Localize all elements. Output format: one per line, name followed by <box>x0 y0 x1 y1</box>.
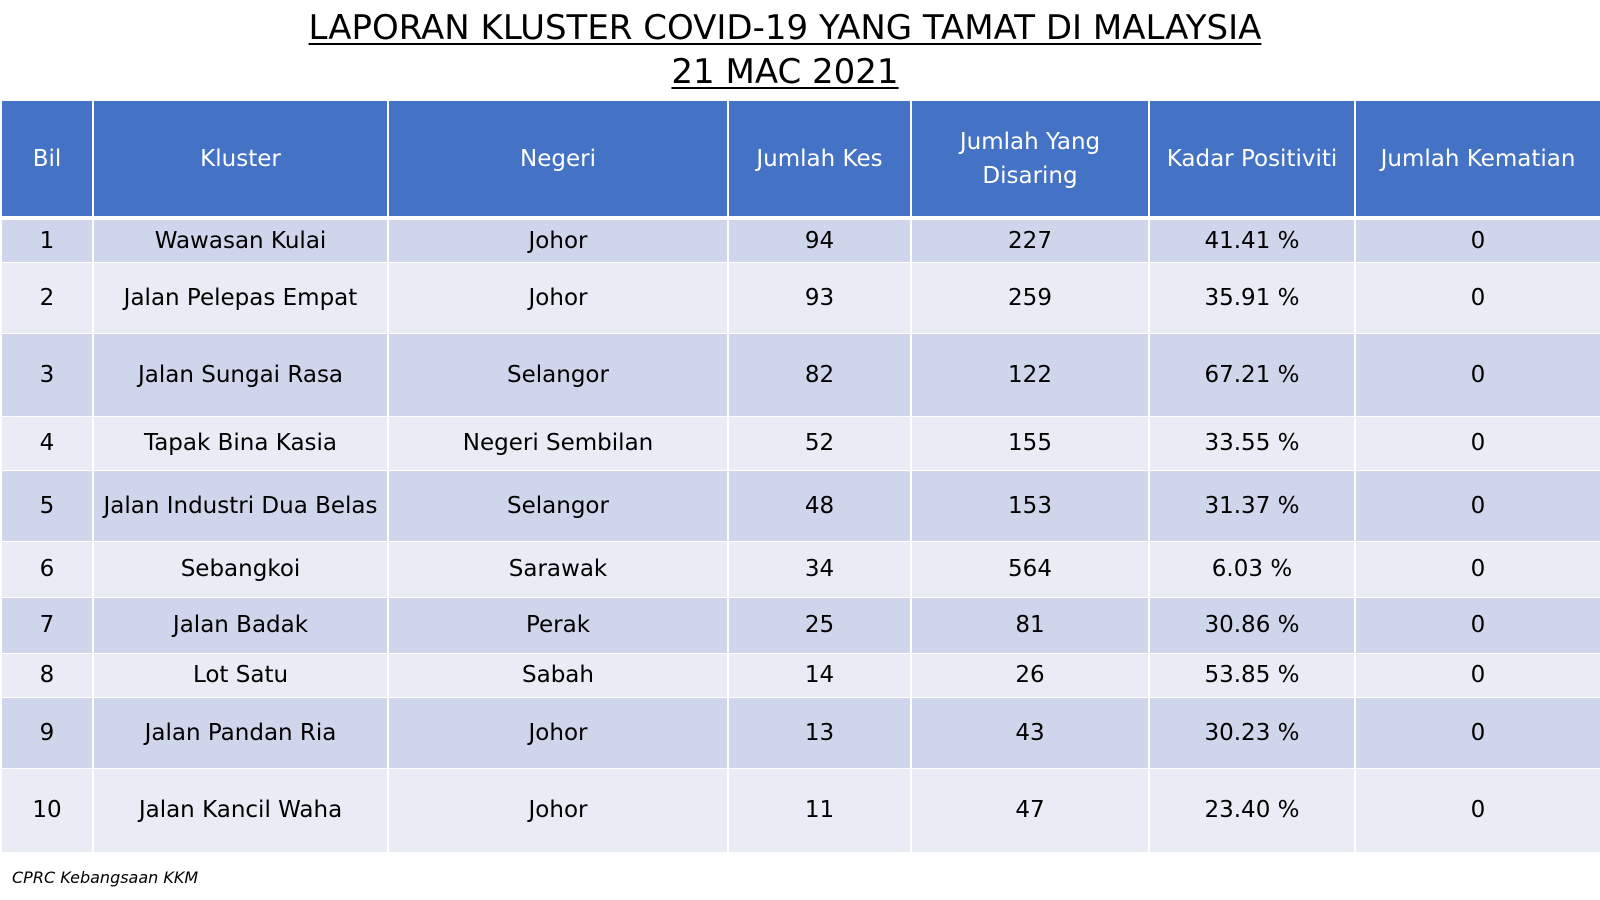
column-header-kluster: Kluster <box>92 101 389 220</box>
cell-jumlah-kematian: 0 <box>1354 218 1600 263</box>
report-date: 21 MAC 2021 <box>0 52 1570 92</box>
cell-kadar-positiviti: 33.55 % <box>1148 416 1356 471</box>
cell-jumlah-disaring: 43 <box>910 697 1150 769</box>
cell-negeri: Johor <box>387 218 729 263</box>
cell-jumlah-kes: 11 <box>727 768 912 853</box>
cell-jumlah-kematian: 0 <box>1354 470 1600 542</box>
cell-jumlah-kematian: 0 <box>1354 597 1600 654</box>
cell-kluster: Jalan Badak <box>92 597 389 654</box>
cell-jumlah-disaring: 259 <box>910 262 1150 334</box>
cell-kadar-positiviti: 23.40 % <box>1148 768 1356 853</box>
cell-negeri: Johor <box>387 768 729 853</box>
cell-kadar-positiviti: 41.41 % <box>1148 218 1356 263</box>
table-row: 7 Jalan Badak Perak 25 81 30.86 % 0 <box>0 597 1600 654</box>
column-header-jumlah-kes: Jumlah Kes <box>727 101 912 220</box>
cell-jumlah-disaring: 227 <box>910 218 1150 263</box>
report-title: LAPORAN KLUSTER COVID-19 YANG TAMAT DI M… <box>0 8 1570 48</box>
cell-jumlah-kematian: 0 <box>1354 333 1600 417</box>
column-header-kadar-positiviti: Kadar Positiviti <box>1148 101 1356 220</box>
cell-bil: 7 <box>0 597 94 654</box>
cell-bil: 10 <box>0 768 94 853</box>
cell-negeri: Johor <box>387 697 729 769</box>
table-row: 1 Wawasan Kulai Johor 94 227 41.41 % 0 <box>0 218 1600 263</box>
cell-kadar-positiviti: 30.86 % <box>1148 597 1356 654</box>
cell-kluster: Sebangkoi <box>92 541 389 598</box>
cell-bil: 5 <box>0 470 94 542</box>
column-header-jumlah-kematian: Jumlah Kematian <box>1354 101 1600 220</box>
cell-jumlah-kematian: 0 <box>1354 768 1600 853</box>
cell-bil: 9 <box>0 697 94 769</box>
table-row: 5 Jalan Industri Dua Belas Selangor 48 1… <box>0 470 1600 542</box>
cell-kadar-positiviti: 6.03 % <box>1148 541 1356 598</box>
cell-kadar-positiviti: 53.85 % <box>1148 653 1356 698</box>
table-row: 2 Jalan Pelepas Empat Johor 93 259 35.91… <box>0 262 1600 334</box>
cell-jumlah-disaring: 153 <box>910 470 1150 542</box>
cell-bil: 2 <box>0 262 94 334</box>
cell-jumlah-kematian: 0 <box>1354 541 1600 598</box>
cell-jumlah-kes: 13 <box>727 697 912 769</box>
cell-jumlah-disaring: 155 <box>910 416 1150 471</box>
cell-kadar-positiviti: 67.21 % <box>1148 333 1356 417</box>
report-title-text: LAPORAN KLUSTER COVID-19 YANG TAMAT DI M… <box>308 8 1262 48</box>
cell-kadar-positiviti: 31.37 % <box>1148 470 1356 542</box>
cell-kluster: Lot Satu <box>92 653 389 698</box>
table-row: 3 Jalan Sungai Rasa Selangor 82 122 67.2… <box>0 333 1600 417</box>
table-row: 8 Lot Satu Sabah 14 26 53.85 % 0 <box>0 653 1600 698</box>
cell-kadar-positiviti: 35.91 % <box>1148 262 1356 334</box>
table-row: 9 Jalan Pandan Ria Johor 13 43 30.23 % 0 <box>0 697 1600 769</box>
table-row: 6 Sebangkoi Sarawak 34 564 6.03 % 0 <box>0 541 1600 598</box>
cell-jumlah-kematian: 0 <box>1354 416 1600 471</box>
cluster-table: Bil Kluster Negeri Jumlah Kes Jumlah Yan… <box>0 101 1600 853</box>
cell-bil: 4 <box>0 416 94 471</box>
cell-negeri: Sabah <box>387 653 729 698</box>
cell-jumlah-kes: 48 <box>727 470 912 542</box>
column-header-negeri: Negeri <box>387 101 729 220</box>
cell-jumlah-kes: 82 <box>727 333 912 417</box>
cell-jumlah-kes: 52 <box>727 416 912 471</box>
report-date-text: 21 MAC 2021 <box>671 52 899 92</box>
column-header-bil: Bil <box>0 101 94 220</box>
cell-negeri: Selangor <box>387 470 729 542</box>
cell-kluster: Jalan Industri Dua Belas <box>92 470 389 542</box>
cell-bil: 3 <box>0 333 94 417</box>
cell-kluster: Jalan Pelepas Empat <box>92 262 389 334</box>
cell-kluster: Wawasan Kulai <box>92 218 389 263</box>
table-row: 10 Jalan Kancil Waha Johor 11 47 23.40 %… <box>0 768 1600 853</box>
cell-jumlah-kes: 25 <box>727 597 912 654</box>
cell-kluster: Tapak Bina Kasia <box>92 416 389 471</box>
table-row: 4 Tapak Bina Kasia Negeri Sembilan 52 15… <box>0 416 1600 471</box>
cell-jumlah-disaring: 26 <box>910 653 1150 698</box>
cell-bil: 6 <box>0 541 94 598</box>
cell-negeri: Perak <box>387 597 729 654</box>
cell-bil: 8 <box>0 653 94 698</box>
cell-jumlah-kes: 93 <box>727 262 912 334</box>
cell-bil: 1 <box>0 218 94 263</box>
cell-jumlah-kes: 14 <box>727 653 912 698</box>
cell-jumlah-disaring: 564 <box>910 541 1150 598</box>
table-header-row: Bil Kluster Negeri Jumlah Kes Jumlah Yan… <box>0 101 1600 220</box>
column-header-jumlah-disaring: Jumlah Yang Disaring <box>910 101 1150 220</box>
cell-jumlah-disaring: 47 <box>910 768 1150 853</box>
cell-jumlah-disaring: 122 <box>910 333 1150 417</box>
cell-kluster: Jalan Sungai Rasa <box>92 333 389 417</box>
cell-negeri: Negeri Sembilan <box>387 416 729 471</box>
cell-negeri: Sarawak <box>387 541 729 598</box>
cell-negeri: Selangor <box>387 333 729 417</box>
cell-kadar-positiviti: 30.23 % <box>1148 697 1356 769</box>
cell-jumlah-kes: 34 <box>727 541 912 598</box>
cell-jumlah-kematian: 0 <box>1354 262 1600 334</box>
cell-negeri: Johor <box>387 262 729 334</box>
source-note: CPRC Kebangsaan KKM <box>12 868 199 887</box>
cell-kluster: Jalan Kancil Waha <box>92 768 389 853</box>
cell-kluster: Jalan Pandan Ria <box>92 697 389 769</box>
cell-jumlah-kes: 94 <box>727 218 912 263</box>
cell-jumlah-kematian: 0 <box>1354 653 1600 698</box>
cell-jumlah-disaring: 81 <box>910 597 1150 654</box>
cell-jumlah-kematian: 0 <box>1354 697 1600 769</box>
